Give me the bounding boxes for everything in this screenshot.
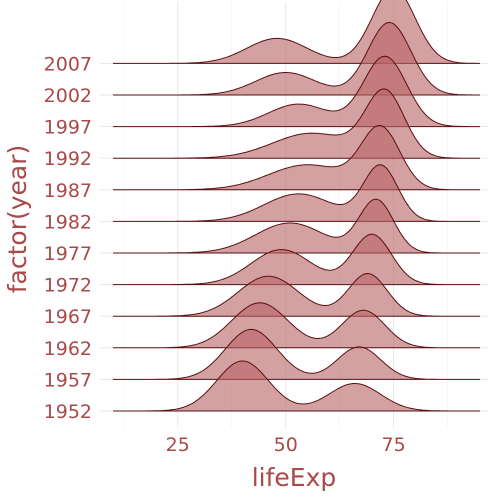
x-tick-label: 50 xyxy=(274,434,298,456)
x-axis-title: lifeExp xyxy=(252,463,337,492)
y-tick-label: 2002 xyxy=(44,85,92,107)
x-tick-label: 25 xyxy=(166,434,190,456)
x-tick-labels: 25 50 75 xyxy=(166,434,406,456)
ridge-2007 xyxy=(113,0,480,64)
y-tick-label: 1982 xyxy=(44,211,92,233)
y-tick-label: 1952 xyxy=(44,401,92,423)
y-tick-label: 1957 xyxy=(44,369,92,391)
ridges xyxy=(113,0,480,412)
y-tick-label: 1972 xyxy=(44,275,92,297)
ridge-1957 xyxy=(113,328,480,380)
x-tick-label: 75 xyxy=(382,434,406,456)
y-axis-title: factor(year) xyxy=(3,145,32,294)
y-tick-labels: 1952 1957 1962 1967 1972 1977 1982 1987 1992 1997… xyxy=(44,53,92,423)
ridge-1962 xyxy=(113,302,480,349)
y-tick-label: 1997 xyxy=(44,117,92,139)
y-tick-label: 1967 xyxy=(44,306,92,328)
ridge-1952 xyxy=(113,360,480,412)
y-tick-label: 1987 xyxy=(44,180,92,202)
ridge-1982 xyxy=(113,164,480,222)
y-tick-label: 2007 xyxy=(44,53,92,75)
y-tick-label: 1977 xyxy=(44,243,92,265)
y-tick-label: 1962 xyxy=(44,338,92,360)
ridge-1967 xyxy=(113,272,480,317)
ridge-1977 xyxy=(113,198,480,254)
ridge-1972 xyxy=(113,233,480,286)
y-tick-label: 1992 xyxy=(44,148,92,170)
